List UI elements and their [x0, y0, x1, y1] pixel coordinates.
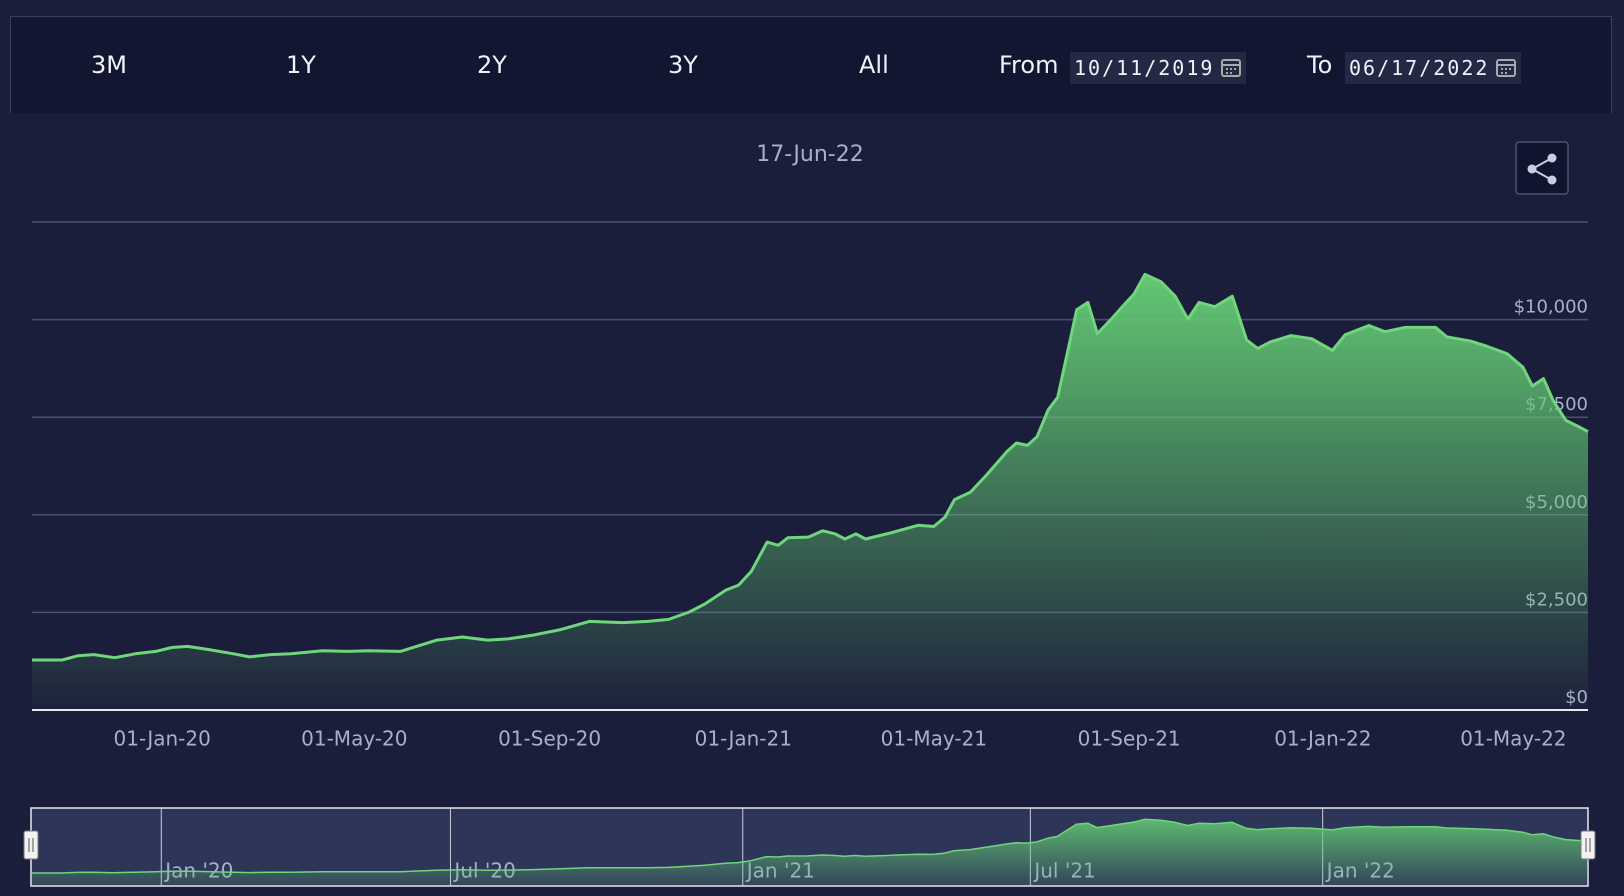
- line: [32, 272, 1589, 662]
- x-tick-label: 01-Jan-21: [695, 727, 792, 751]
- range-button[interactable]: 3M: [91, 51, 127, 79]
- x-tick-label: 01-May-21: [881, 727, 987, 751]
- line-navigator: [31, 818, 1589, 874]
- x-tick-label: 01-Sep-21: [1078, 727, 1181, 751]
- calendar-icon: [1496, 59, 1516, 77]
- to-label: To: [1307, 51, 1333, 79]
- handle-body: [23, 830, 39, 860]
- to-input[interactable]: 06/17/2022: [1345, 52, 1521, 84]
- from-label: From: [999, 51, 1059, 79]
- x-tick-label: 01-May-22: [1460, 727, 1566, 751]
- range-selector: 3M 1Y 2Y 3Y All From 10/11/2019 To 06/17…: [10, 16, 1612, 113]
- to-value: 06/17/2022: [1349, 56, 1490, 80]
- range-button[interactable]: 1Y: [286, 51, 316, 79]
- navigator-handle[interactable]: [23, 830, 39, 860]
- x-tick-label: 01-Sep-20: [498, 727, 601, 751]
- x-tick-label: 01-May-20: [301, 727, 407, 751]
- navigator-handle[interactable]: [1580, 830, 1596, 860]
- from-value: 10/11/2019: [1074, 56, 1215, 80]
- y-tick-label: $10,000: [1514, 297, 1588, 318]
- calendar-icon: [1221, 59, 1241, 77]
- x-tick-label: 01-Jan-20: [114, 727, 211, 751]
- range-button[interactable]: 3Y: [668, 51, 698, 79]
- x-tick-label: 01-Jan-22: [1274, 727, 1371, 751]
- area: [32, 274, 1588, 710]
- chart-title: 17-Jun-22: [756, 142, 863, 167]
- range-button[interactable]: All: [859, 51, 889, 79]
- from-input[interactable]: 10/11/2019: [1070, 52, 1246, 84]
- range-button[interactable]: 2Y: [477, 51, 507, 79]
- area-navigator: [31, 819, 1588, 886]
- handle-body: [1580, 830, 1596, 860]
- share-button[interactable]: [1515, 141, 1569, 195]
